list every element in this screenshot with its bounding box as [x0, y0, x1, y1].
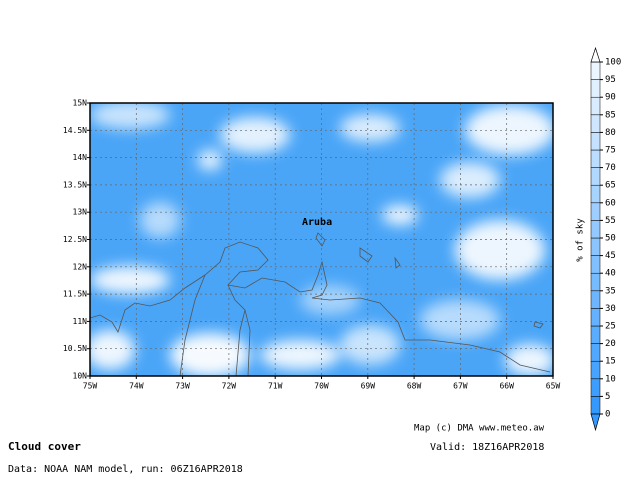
colorbar-segment	[590, 149, 601, 168]
colorbar-tick-label: 100	[605, 58, 621, 68]
lat-label: 14.5N	[63, 126, 87, 135]
lat-label: 11.5N	[63, 290, 87, 299]
colorbar-segment	[590, 378, 601, 397]
colorbar-segment	[590, 114, 601, 133]
colorbar-tick-label: 30	[605, 304, 616, 314]
colorbar-tick-label: 25	[605, 322, 616, 332]
colorbar-tick-label: 15	[605, 357, 616, 367]
colorbar-segment	[590, 255, 601, 274]
colorbar-tick-label: 10	[605, 374, 616, 384]
lon-label: 68W	[407, 382, 422, 391]
colorbar-segment	[590, 343, 601, 362]
colorbar-tick-label: 80	[605, 128, 616, 138]
colorbar-tick-label: 60	[605, 198, 616, 208]
source: Data: NOAA NAM model, run: 06Z16APR2018	[8, 464, 243, 475]
colorbar-segment	[590, 237, 601, 256]
colorbar-tick-label: 70	[605, 163, 616, 173]
lon-label: 69W	[361, 382, 376, 391]
lat-label: 15N	[73, 99, 88, 108]
colorbar-tick-label: 75	[605, 146, 616, 156]
colorbar-arrow	[590, 413, 601, 432]
graticule: 75W 74W 73W 72W 71W 70W 69W 68W 67W 66W 65W 15N 14.5…	[63, 99, 561, 391]
colorbar-segment	[590, 308, 601, 327]
lon-label: 71W	[268, 382, 283, 391]
colorbar-segment	[590, 325, 601, 344]
map-frame	[89, 102, 554, 377]
colorbar-segment	[590, 202, 601, 221]
colorbar-segment	[590, 220, 601, 239]
lon-label: 72W	[222, 382, 237, 391]
lon-label: 66W	[499, 382, 514, 391]
colorbar-arrow	[590, 46, 601, 63]
colorbar-segment	[590, 61, 601, 80]
lat-label: 11N	[73, 317, 88, 326]
colorbar-segment	[590, 360, 601, 380]
colorbar-tick-label: 40	[605, 269, 616, 279]
colorbar-segment	[590, 132, 601, 151]
colorbar-tick-label: 20	[605, 339, 616, 349]
lat-label: 10N	[73, 372, 88, 381]
lat-label: 10.5N	[63, 344, 87, 353]
colorbar-segment	[590, 167, 601, 186]
colorbar-segment	[590, 396, 601, 415]
lon-label: 75W	[83, 382, 98, 391]
lat-label: 14N	[73, 153, 88, 162]
lon-label: 65W	[546, 382, 561, 391]
colorbar-tick-label: 85	[605, 110, 616, 120]
colorbar-segment	[590, 272, 601, 292]
lon-label: 74W	[129, 382, 144, 391]
colorbar-tick-label: 0	[605, 410, 610, 420]
lat-label: 13N	[73, 208, 88, 217]
colorbar-tick-label: 35	[605, 286, 616, 296]
colorbar-label: % of sky	[576, 218, 586, 262]
colorbar-segment	[590, 79, 601, 98]
colorbar-tick-label: 65	[605, 181, 616, 191]
colorbar-segment	[590, 290, 601, 309]
colorbar-tick-label: 50	[605, 234, 616, 244]
lat-label: 13.5N	[63, 180, 87, 189]
colorbar-tick-label: 5	[605, 392, 610, 402]
lon-label: 67W	[453, 382, 468, 391]
colorbar-tick-label: 45	[605, 251, 616, 261]
colorbar-tick-label: 90	[605, 93, 616, 103]
colorbar-segment	[590, 96, 601, 116]
title: Cloud cover	[8, 440, 81, 453]
place-label: Aruba	[302, 217, 332, 228]
colorbar: 0 5 10 15 20 25 30 35 40 45 50 55 60 65 70 75 80 85 90 95 10…	[590, 46, 621, 432]
lat-label: 12.5N	[63, 235, 87, 244]
cloud-field	[90, 103, 553, 376]
credit: Map (c) DMA www.meteo.aw	[414, 424, 545, 434]
lat-label: 12N	[73, 262, 88, 271]
valid-time: Valid: 18Z16APR2018	[430, 442, 544, 453]
lon-label: 73W	[175, 382, 190, 391]
lon-label: 70W	[314, 382, 329, 391]
colorbar-tick-label: 55	[605, 216, 616, 226]
colorbar-tick-label: 95	[605, 75, 616, 85]
colorbar-segment	[590, 184, 601, 204]
